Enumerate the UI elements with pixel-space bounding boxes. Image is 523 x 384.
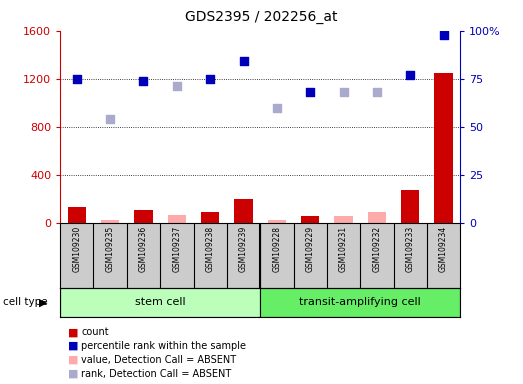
- Bar: [401, 190, 419, 223]
- Text: GSM109238: GSM109238: [206, 226, 214, 272]
- Point: [206, 76, 214, 82]
- Point: [272, 104, 281, 111]
- Bar: [334, 215, 353, 223]
- Text: cell type: cell type: [3, 297, 47, 308]
- Text: GSM109229: GSM109229: [306, 226, 315, 272]
- Text: GSM109233: GSM109233: [406, 226, 415, 272]
- Text: value, Detection Call = ABSENT: value, Detection Call = ABSENT: [81, 355, 236, 365]
- Bar: [60, 288, 260, 317]
- Point: [173, 83, 181, 89]
- Point: [240, 58, 248, 65]
- Bar: [368, 212, 386, 223]
- Bar: [234, 199, 253, 223]
- Point: [306, 89, 314, 95]
- Point: [73, 76, 81, 82]
- Bar: [67, 207, 86, 223]
- Text: ■: ■: [68, 355, 78, 365]
- Point: [439, 31, 448, 38]
- Text: GDS2395 / 202256_at: GDS2395 / 202256_at: [185, 10, 338, 23]
- Text: stem cell: stem cell: [135, 297, 186, 308]
- Text: GSM109235: GSM109235: [106, 226, 115, 272]
- Bar: [134, 210, 153, 223]
- Bar: [260, 288, 460, 317]
- Text: GSM109236: GSM109236: [139, 226, 148, 272]
- Text: GSM109239: GSM109239: [239, 226, 248, 272]
- Bar: [101, 220, 119, 223]
- Bar: [268, 220, 286, 223]
- Text: GSM109231: GSM109231: [339, 226, 348, 272]
- Text: GSM109232: GSM109232: [372, 226, 381, 272]
- Point: [139, 78, 147, 84]
- Point: [406, 72, 414, 78]
- Bar: [201, 212, 219, 223]
- Text: GSM109234: GSM109234: [439, 226, 448, 272]
- Text: rank, Detection Call = ABSENT: rank, Detection Call = ABSENT: [81, 369, 231, 379]
- Text: transit-amplifying cell: transit-amplifying cell: [299, 297, 421, 308]
- Text: ■: ■: [68, 369, 78, 379]
- Point: [106, 116, 115, 122]
- Point: [373, 89, 381, 95]
- Text: GSM109237: GSM109237: [173, 226, 181, 272]
- Text: count: count: [81, 327, 109, 337]
- Text: GSM109228: GSM109228: [272, 226, 281, 272]
- Point: [339, 89, 348, 95]
- Bar: [301, 216, 320, 223]
- Bar: [168, 215, 186, 223]
- Text: ▶: ▶: [39, 297, 48, 308]
- Text: ■: ■: [68, 327, 78, 337]
- Text: percentile rank within the sample: percentile rank within the sample: [81, 341, 246, 351]
- Text: GSM109230: GSM109230: [72, 226, 81, 272]
- Bar: [435, 73, 453, 223]
- Text: ■: ■: [68, 341, 78, 351]
